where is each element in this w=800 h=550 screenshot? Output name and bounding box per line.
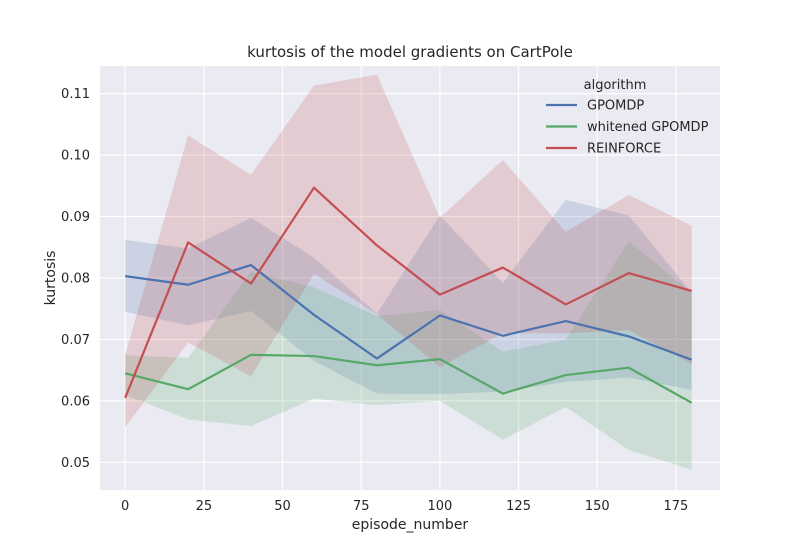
x-tick-label: 0 xyxy=(121,499,129,514)
legend-label-2: REINFORCE xyxy=(587,142,661,157)
x-tick-label: 100 xyxy=(427,499,452,514)
ci-band-2 xyxy=(125,74,692,428)
y-tick-label: 0.07 xyxy=(61,333,90,348)
y-tick-label: 0.10 xyxy=(61,149,90,164)
legend: algorithm GPOMDP whitened GPOMDP REINFORCE xyxy=(546,78,709,157)
legend-title: algorithm xyxy=(584,78,647,93)
y-axis-label: kurtosis xyxy=(43,251,59,306)
ci-band-0 xyxy=(125,199,692,395)
legend-label-0: GPOMDP xyxy=(587,99,644,114)
series-line-2 xyxy=(124,186,692,399)
series-line-0 xyxy=(125,263,693,361)
x-axis-label: episode_number xyxy=(352,517,469,533)
ci-band-1 xyxy=(125,241,692,470)
y-tick-label: 0.11 xyxy=(61,87,90,102)
y-tick-label: 0.06 xyxy=(61,394,90,409)
x-tick-label: 75 xyxy=(353,499,370,514)
x-tick-label: 175 xyxy=(664,499,689,514)
x-tick-labels: 0 25 50 75 100 125 150 175 xyxy=(121,499,688,514)
series-line-1 xyxy=(124,353,693,404)
confidence-bands xyxy=(125,74,692,470)
series-lines xyxy=(124,186,693,404)
x-tick-label: 125 xyxy=(506,499,531,514)
y-tick-label: 0.08 xyxy=(61,272,90,287)
y-tick-label: 0.09 xyxy=(61,210,90,225)
x-tick-label: 150 xyxy=(585,499,610,514)
grid xyxy=(100,66,720,490)
y-tick-labels: 0.05 0.06 0.07 0.08 0.09 0.10 0.11 xyxy=(61,87,90,471)
legend-label-1: whitened GPOMDP xyxy=(587,120,709,135)
y-tick-label: 0.05 xyxy=(61,456,90,471)
chart-title: kurtosis of the model gradients on CartP… xyxy=(247,43,573,61)
x-tick-label: 50 xyxy=(274,499,291,514)
x-tick-label: 25 xyxy=(196,499,213,514)
